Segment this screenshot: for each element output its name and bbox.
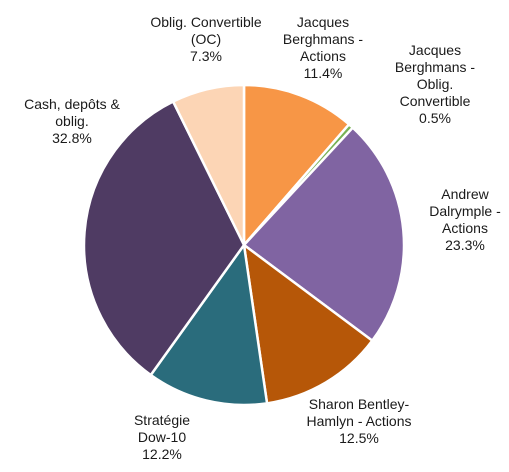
data-label-andrew-dalrymple-actions: Andrew Dalrymple - Actions 23.3%	[420, 186, 509, 254]
slice-label-line: Convertible	[399, 93, 471, 109]
slice-label-line: Jacques	[408, 42, 462, 58]
slice-percent-label: 32.8%	[52, 130, 92, 146]
slice-label-line: Hamlyn - Actions	[306, 413, 412, 429]
slice-label-line: Actions	[300, 48, 346, 64]
slice-strategie-dow-10	[149, 243, 269, 407]
slice-label-line: Sharon Bentley-	[308, 396, 410, 412]
slice-label-line: Berghmans -	[394, 59, 476, 75]
slice-percent-label: 23.3%	[445, 237, 485, 253]
slice-percent-label: 7.3%	[190, 48, 222, 64]
slice-label-line: Berghmans -	[282, 31, 364, 47]
slice-percent-label: 11.4%	[303, 65, 343, 81]
slice-label-line: Dow-10	[137, 429, 187, 445]
slice-percent-label: 12.2%	[142, 446, 182, 462]
data-label-cash-depots-oblig: Cash, depôts & oblig. 32.8%	[2, 96, 142, 147]
pie-slices	[82, 83, 406, 407]
slice-sharon-bentley-hamlyn-actions	[242, 243, 374, 405]
slice-label-line: (OC)	[190, 31, 222, 47]
data-label-strategie-dow-10: Stratégie Dow-10 12.2%	[122, 412, 202, 463]
slice-percent-label: 12.5%	[339, 430, 379, 446]
slice-label-line: Actions	[442, 220, 488, 236]
data-label-jacques-berghmans-actions: Jacques Berghmans - Actions 11.4%	[268, 14, 378, 82]
data-label-jacques-berghmans-oblig-convertible: Jacques Berghmans - Oblig. Convertible 0.5%	[380, 42, 490, 127]
slice-jacques-berghmans-actions	[242, 83, 351, 247]
slice-oblig-convertible-oc	[171, 83, 246, 247]
slice-label-line: Oblig. Convertible	[150, 14, 262, 30]
slice-andrew-dalrymple-actions	[242, 126, 406, 342]
slice-cash-depots-oblig	[82, 100, 246, 377]
slice-label-line: Andrew	[441, 186, 489, 202]
data-label-oblig-convertible-oc: Oblig. Convertible (OC) 7.3%	[126, 14, 286, 65]
slice-label-line: Cash, depôts &	[24, 96, 120, 112]
data-label-sharon-bentley-hamlyn-actions: Sharon Bentley- Hamlyn - Actions 12.5%	[284, 396, 434, 447]
slice-label-line: Stratégie	[133, 412, 191, 428]
slice-percent-label: 0.5%	[419, 110, 451, 126]
slice-label-line: oblig.	[55, 113, 89, 129]
slice-label-line: Oblig.	[416, 76, 454, 92]
slice-label-line: Dalrymple -	[429, 203, 501, 219]
slice-label-line: Jacques	[296, 14, 350, 30]
